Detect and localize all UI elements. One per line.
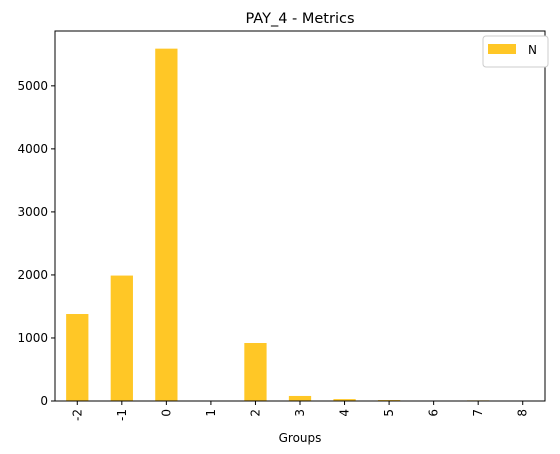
bar--1 (110, 275, 133, 401)
bar-0 (155, 48, 178, 402)
x-tick-label: 1 (204, 409, 218, 417)
x-tick-label: 6 (427, 409, 441, 417)
y-tick-label: 3000 (17, 205, 48, 219)
chart-title: PAY_4 - Metrics (245, 11, 354, 27)
y-tick-label: 4000 (17, 142, 48, 156)
x-tick-label: -1 (115, 409, 129, 421)
y-tick-label: 5000 (17, 79, 48, 93)
bar-4 (333, 399, 356, 401)
legend-swatch (488, 44, 516, 54)
x-tick-label: 4 (338, 409, 352, 417)
legend-label: N (528, 43, 537, 57)
y-tick-label: 1000 (17, 331, 48, 345)
x-tick-label: 8 (516, 409, 530, 417)
bar-2 (244, 343, 267, 401)
bars-group (66, 48, 534, 402)
x-axis-label: Groups (279, 431, 322, 445)
x-tick-label: 0 (159, 409, 173, 417)
y-tick-label: 0 (40, 394, 48, 408)
bar-3 (288, 395, 312, 401)
x-tick-label: 2 (248, 409, 262, 417)
x-tick-label: 7 (471, 409, 485, 417)
bar--2 (66, 314, 89, 401)
y-axis-ticks: 0 1000 2000 3000 4000 5000 (17, 79, 55, 408)
x-tick-label: -2 (70, 409, 84, 421)
x-tick-label: 5 (382, 409, 396, 417)
x-axis-ticks: -2 -1 0 1 2 3 4 5 6 7 8 (70, 401, 530, 421)
y-tick-label: 2000 (17, 268, 48, 282)
legend: N (482, 35, 549, 68)
x-tick-label: 3 (293, 409, 307, 417)
